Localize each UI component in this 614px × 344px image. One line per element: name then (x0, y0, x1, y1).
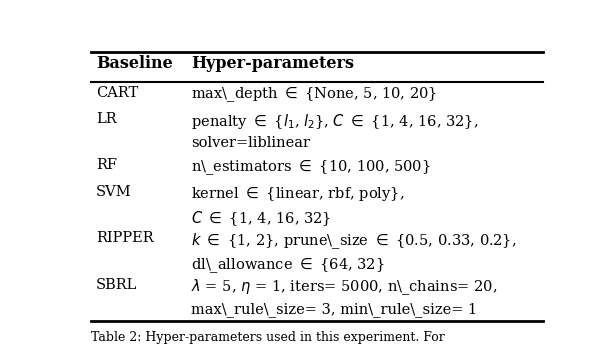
Text: kernel $\in$ {linear, rbf, poly},
$C$ $\in$ {1, 4, 16, 32}: kernel $\in$ {linear, rbf, poly}, $C$ $\… (191, 185, 405, 228)
Text: RF: RF (96, 158, 117, 172)
Text: Table 2: Hyper-parameters used in this experiment. For: Table 2: Hyper-parameters used in this e… (91, 331, 445, 344)
Text: penalty $\in$ {$l_1$, $l_2$}, $C$ $\in$ {1, 4, 16, 32},
solver=liblinear: penalty $\in$ {$l_1$, $l_2$}, $C$ $\in$ … (191, 112, 478, 150)
Text: Hyper-parameters: Hyper-parameters (191, 54, 354, 72)
Text: max\_depth $\in$ {None, 5, 10, 20}: max\_depth $\in$ {None, 5, 10, 20} (191, 86, 437, 104)
Text: Baseline: Baseline (96, 54, 173, 72)
Text: RIPPER: RIPPER (96, 231, 154, 245)
Text: CART: CART (96, 86, 138, 99)
Text: LR: LR (96, 112, 117, 126)
Text: n\_estimators $\in$ {10, 100, 500}: n\_estimators $\in$ {10, 100, 500} (191, 158, 430, 177)
Text: $k$ $\in$ {1, 2}, prune\_size $\in$ {0.5, 0.33, 0.2},
dl\_allowance $\in$ {64, 3: $k$ $\in$ {1, 2}, prune\_size $\in$ {0.5… (191, 231, 516, 276)
Text: $\lambda$ = 5, $\eta$ = 1, iters= 5000, n\_chains= 20,
max\_rule\_size= 3, min\_: $\lambda$ = 5, $\eta$ = 1, iters= 5000, … (191, 278, 497, 317)
Text: SBRL: SBRL (96, 278, 137, 292)
Text: SVM: SVM (96, 185, 131, 199)
